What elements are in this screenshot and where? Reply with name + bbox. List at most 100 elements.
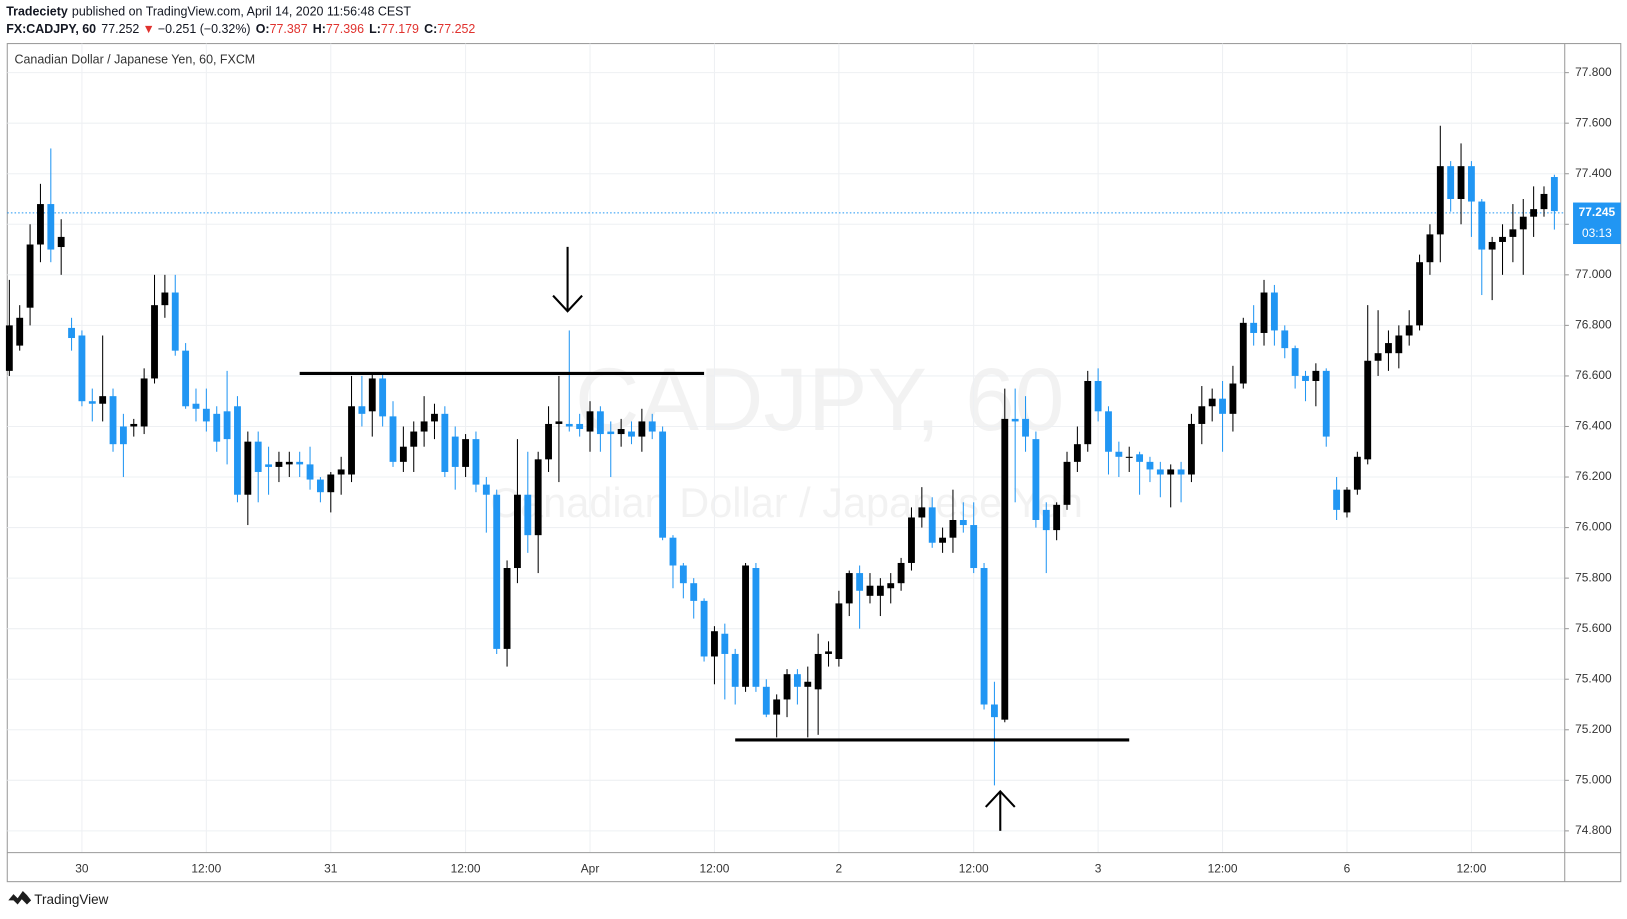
- brand: TradingView: [34, 892, 108, 907]
- candle-body: [1198, 406, 1206, 424]
- candle-body: [866, 585, 874, 596]
- candle-body: [565, 423, 573, 427]
- candle-body: [1281, 330, 1289, 349]
- candle-body: [990, 704, 998, 718]
- watermark-subtitle: Canadian Dollar / Japanese Yen: [490, 479, 1083, 526]
- candle-body: [482, 484, 490, 495]
- candle-body: [939, 537, 947, 543]
- candle-body: [752, 568, 760, 687]
- candle-body: [586, 411, 594, 432]
- last-price-tag: [1573, 202, 1621, 245]
- candle-body: [358, 406, 366, 414]
- chart-frame: [6, 43, 1622, 883]
- candle-body: [348, 406, 355, 475]
- candle-body: [607, 431, 615, 435]
- footer-logo: TradingView: [8, 890, 109, 907]
- y-tick-label: 75.000: [1575, 772, 1612, 786]
- plot: 74.800 75.000 75.200 75.400 75.600 75.800 76.0…: [5, 43, 1612, 875]
- candle-body: [1436, 166, 1444, 235]
- candle-body: [1416, 262, 1423, 326]
- x-tick-label: 2: [836, 861, 843, 875]
- candle-body: [130, 423, 138, 427]
- candle-body: [762, 686, 770, 715]
- y-tick-label: 77.600: [1575, 115, 1612, 129]
- candle-body: [1022, 418, 1029, 437]
- c-value: 77.252: [437, 22, 475, 36]
- candle-body: [1167, 469, 1175, 475]
- y-tick-label: 77.800: [1575, 65, 1612, 79]
- candle-body: [389, 416, 397, 462]
- candle-body: [1250, 322, 1258, 333]
- candle-body: [576, 423, 584, 430]
- candle-body: [109, 396, 117, 445]
- candle-body: [1488, 241, 1496, 250]
- candle-body: [1499, 236, 1506, 242]
- candle-body: [524, 494, 532, 536]
- candle-body: [1519, 216, 1527, 230]
- candle-body: [1291, 348, 1299, 376]
- arrow-down-head: [552, 294, 583, 313]
- candle-body: [1540, 193, 1548, 210]
- candle-body: [306, 464, 314, 480]
- candle-body: [1094, 380, 1102, 412]
- published: published on TradingView.com, April 14, …: [72, 5, 411, 19]
- candle-body: [316, 479, 324, 493]
- x-tick-label: 12:00: [1456, 861, 1486, 875]
- header-line-2: FX:CADJPY, 60 77.252 ▼ −0.251 (−0.32%) O:77.…: [6, 22, 475, 36]
- y-tick-label: 75.200: [1575, 722, 1612, 736]
- y-tick-label: 75.800: [1575, 570, 1612, 584]
- candle-body: [1146, 461, 1154, 470]
- y-tick-label: 76.800: [1575, 318, 1612, 332]
- candle-body: [451, 436, 459, 467]
- y-tick-label: 76.400: [1575, 419, 1612, 433]
- candle-body: [140, 378, 148, 427]
- candle-body: [99, 396, 107, 404]
- candle-body: [1467, 166, 1475, 202]
- candle-body: [1115, 451, 1123, 457]
- candle-body: [690, 583, 698, 601]
- candle-body: [918, 507, 926, 518]
- candle-body: [368, 378, 376, 412]
- candle-body: [949, 519, 957, 538]
- x-tick-label: 31: [324, 861, 338, 875]
- candle-body: [908, 517, 915, 563]
- candle-body: [420, 421, 428, 432]
- x-tick-label: 12:00: [451, 861, 481, 875]
- candle-body: [431, 413, 438, 422]
- candle-body: [441, 413, 449, 472]
- candle-body: [1011, 418, 1019, 422]
- candle-body: [285, 461, 293, 465]
- y-tick-label: 77.000: [1575, 267, 1612, 281]
- candle-body: [223, 411, 231, 440]
- candle-body: [1063, 461, 1071, 505]
- x-tick-label: 12:00: [191, 861, 221, 875]
- x-tick-label: 12:00: [1208, 861, 1238, 875]
- candle-body: [845, 573, 853, 604]
- candle-body: [835, 603, 843, 660]
- last-price-label: 77.245: [1579, 205, 1616, 219]
- c-label: C:: [424, 22, 437, 36]
- y-tick-label: 75.600: [1575, 621, 1612, 635]
- candle-body: [244, 441, 252, 495]
- candle-body: [1405, 325, 1413, 336]
- symbol: FX:CADJPY, 60: [6, 22, 96, 36]
- candle-body: [254, 441, 262, 472]
- candle-body: [275, 461, 283, 467]
- direction: ▼: [142, 22, 154, 36]
- candle-body: [1270, 292, 1278, 331]
- x-tick-label: 30: [75, 861, 89, 875]
- candle-body: [1001, 418, 1009, 720]
- candle-body: [555, 421, 563, 424]
- candle-body: [1530, 209, 1538, 217]
- candle-body: [1457, 166, 1465, 200]
- candle-body: [648, 421, 656, 432]
- candle-body: [887, 583, 895, 589]
- candle-body: [1343, 489, 1351, 513]
- candle-body: [959, 519, 967, 526]
- candle-body: [78, 335, 86, 402]
- candle-body: [171, 292, 179, 351]
- x-tick-label: 12:00: [700, 861, 730, 875]
- l-value: 77.179: [381, 22, 419, 36]
- candle-body: [119, 426, 127, 445]
